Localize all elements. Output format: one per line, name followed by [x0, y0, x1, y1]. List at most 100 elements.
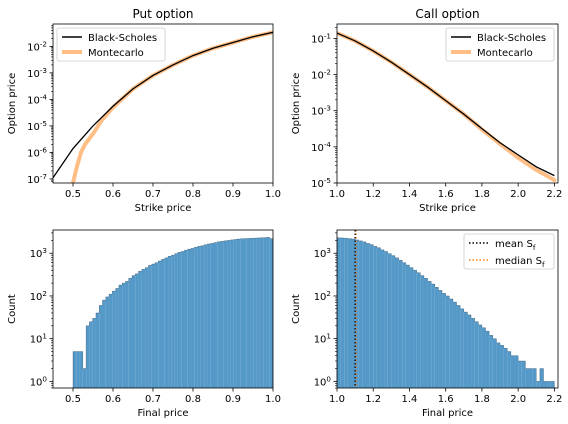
- histogram-bar: [434, 287, 439, 388]
- y-tick-label: 102: [314, 289, 331, 303]
- histogram-bar: [391, 255, 395, 388]
- histogram-bar: [387, 253, 392, 388]
- x-tick-label: 1.2: [365, 394, 381, 405]
- histogram-bar: [496, 342, 501, 388]
- histogram-bar: [543, 381, 548, 388]
- histogram-bar: [492, 338, 497, 388]
- x-tick-label: 2.2: [546, 189, 562, 200]
- histogram-bar: [76, 351, 80, 388]
- histogram-bar: [529, 368, 533, 388]
- x-tick-label: 2.0: [510, 394, 526, 405]
- histogram-bar: [373, 246, 377, 388]
- histogram-bar: [115, 288, 119, 388]
- y-tick-label: 103: [314, 246, 331, 260]
- histogram-bar: [132, 275, 136, 388]
- histogram-bar: [420, 275, 424, 388]
- histogram-bar: [365, 243, 370, 388]
- histogram-bar: [394, 257, 399, 388]
- histogram-bar: [525, 368, 530, 388]
- histogram-bar: [213, 242, 218, 388]
- histogram-bar: [463, 312, 468, 388]
- axes-frame: [52, 23, 274, 184]
- legend-box: [445, 27, 555, 62]
- histogram-bar: [413, 270, 417, 388]
- histogram-bar: [532, 368, 537, 388]
- histogram-bar: [174, 253, 178, 388]
- histogram-bar: [158, 260, 162, 388]
- x-axis-label: Strike price: [419, 203, 476, 214]
- plot-area: [337, 230, 555, 388]
- histogram-bar: [460, 308, 464, 388]
- x-tick-label: 0.8: [185, 394, 201, 405]
- legend: Black-Scholes Montecarlo: [445, 27, 555, 62]
- histogram-bar: [207, 243, 211, 388]
- plot-area: [337, 31, 557, 183]
- histogram-bar: [95, 312, 100, 388]
- histogram-bar: [485, 331, 490, 388]
- histogram-bar: [362, 241, 366, 388]
- x-tick-label: 1.0: [329, 394, 345, 405]
- histogram-bar: [500, 345, 504, 388]
- histogram-bar: [489, 335, 493, 388]
- histogram-outline: [337, 237, 555, 388]
- y-tick-label: 10-3: [27, 66, 47, 80]
- histogram-bar: [128, 278, 133, 388]
- histogram-bar: [223, 240, 228, 388]
- legend: Black-Scholes Montecarlo: [56, 27, 166, 62]
- histogram-bar: [138, 271, 142, 388]
- chart-title: Call option: [415, 7, 479, 21]
- plot-area: [72, 237, 273, 388]
- histogram-bar: [151, 263, 155, 388]
- x-tick-label: 0.6: [105, 189, 121, 200]
- histogram-bar: [177, 252, 182, 388]
- histogram-bar: [227, 240, 231, 388]
- histogram-bar: [507, 351, 511, 388]
- histogram-bar: [73, 351, 77, 388]
- histogram-bar: [503, 348, 508, 388]
- x-tick-label: 1.4: [402, 394, 418, 405]
- x-tick-label: 0.6: [105, 394, 121, 405]
- axes-frame: [336, 229, 559, 389]
- histogram-bar: [187, 249, 192, 388]
- x-tick-label: 2.2: [546, 394, 562, 405]
- histogram-bar: [467, 314, 472, 388]
- histogram-bar: [369, 244, 374, 388]
- histogram-bar: [184, 250, 188, 388]
- histogram-bar: [344, 238, 348, 388]
- histogram-bar: [141, 269, 146, 388]
- histogram-bar: [200, 245, 205, 388]
- x-tick-label: 1.0: [329, 189, 345, 200]
- histogram-bar: [82, 368, 87, 388]
- legend-box: [56, 27, 166, 62]
- histogram-bar: [253, 238, 257, 388]
- axes-frame: [336, 23, 559, 184]
- series-black-scholes-line: [53, 31, 273, 179]
- histogram-bar: [154, 262, 159, 388]
- histogram-bar: [438, 290, 443, 388]
- histogram-bar: [445, 295, 450, 388]
- histogram-bar: [92, 318, 96, 388]
- histogram-bar: [384, 251, 388, 388]
- histogram-bar: [191, 248, 195, 388]
- x-tick-label: 0.7: [145, 189, 161, 200]
- panel-1: 0.5 0.6 0.7 0.8 0.9 1.0 10-7 10-6 10-5 10-4 10-3 10…: [7, 7, 281, 214]
- histogram-bar: [210, 243, 214, 388]
- histogram-bar: [105, 296, 110, 388]
- histogram-outline: [72, 237, 273, 388]
- histogram-bar: [474, 321, 479, 388]
- x-tick-label: 0.8: [185, 189, 201, 200]
- histogram-bar: [539, 368, 544, 388]
- series-black-scholes-line: [337, 32, 555, 177]
- x-tick-label: 0.7: [145, 394, 161, 405]
- histogram-bar: [230, 239, 234, 388]
- legend-black-scholes-label: Black-Scholes: [477, 33, 546, 44]
- plot-area: [53, 30, 273, 183]
- x-tick-label: 1.0: [265, 189, 281, 200]
- histogram-bar: [181, 251, 185, 388]
- histogram-bar: [351, 239, 356, 388]
- histogram-bar: [125, 281, 129, 388]
- histogram-bar: [99, 305, 103, 388]
- x-axis-label: Strike price: [135, 203, 192, 214]
- y-tick-label: 10-6: [27, 145, 47, 159]
